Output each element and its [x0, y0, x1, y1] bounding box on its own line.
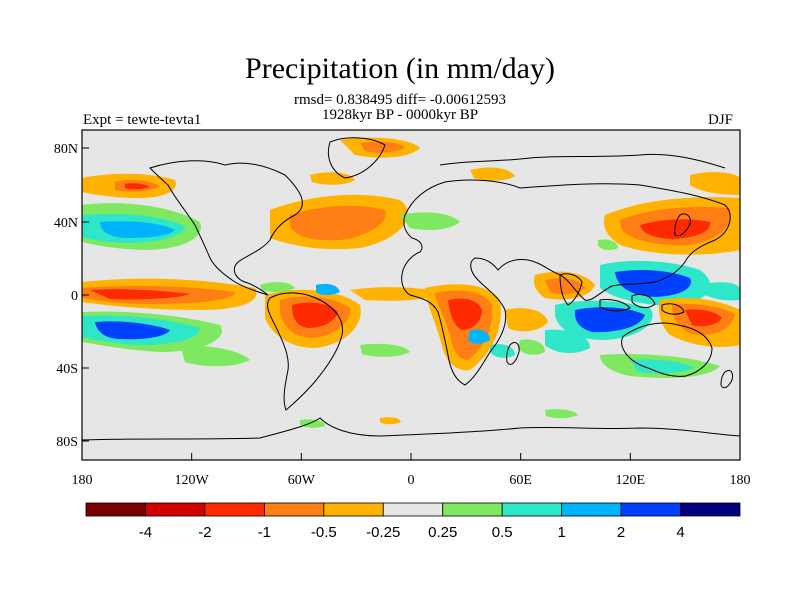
colorbar-swatch — [85, 502, 146, 517]
anomaly-region — [690, 172, 740, 195]
colorbar-label: 0.25 — [428, 524, 457, 541]
lat-tick-label: 80S — [56, 435, 78, 450]
anomaly-region — [260, 282, 295, 293]
coastline-japan — [674, 213, 691, 237]
lat-tick-label: 80N — [54, 142, 78, 157]
lon-tick-label: 0 — [408, 473, 415, 488]
anomaly-region — [125, 183, 150, 190]
coastline-north-america — [149, 160, 303, 296]
anomaly-region — [360, 343, 410, 357]
colorbar-swatch — [442, 502, 503, 517]
anomaly-region — [685, 309, 722, 327]
lat-tick-label: 40N — [54, 216, 78, 231]
colorbar-label: 2 — [617, 524, 625, 541]
lat-tick-label: 0 — [71, 289, 78, 304]
coastline-madagascar — [506, 342, 520, 365]
lat-tick-label: 40S — [56, 362, 78, 377]
coastlines — [82, 137, 740, 441]
map-title: Precipitation (in mm/day) — [245, 52, 555, 85]
anomaly-region — [90, 289, 190, 300]
coastline-south-america — [267, 292, 344, 411]
anomaly-region — [300, 419, 325, 428]
anomaly-region — [468, 329, 490, 344]
colorbar-label: -2 — [198, 524, 211, 541]
coastline-eurasia-africa — [401, 179, 731, 386]
coastline-india — [559, 273, 583, 306]
anomaly-region — [545, 278, 585, 295]
anomaly-region — [448, 298, 482, 330]
colorbar-label: 1 — [557, 524, 565, 541]
coastline-greenland — [327, 137, 386, 179]
season-label: DJF — [708, 112, 734, 128]
anomaly-region — [630, 359, 695, 374]
lon-axis: 180 120W 60W 0 60E 120E 180 — [72, 453, 751, 488]
experiment-label: Expt = tewte-tevta1 — [83, 112, 202, 128]
anomaly-region — [100, 221, 175, 238]
coastline-indonesia — [599, 293, 685, 315]
anomaly-region — [310, 172, 355, 185]
anomaly-region — [518, 339, 545, 355]
anomaly-region — [545, 409, 578, 419]
lat-axis: 80N 40N 0 40S 80S — [54, 142, 89, 450]
anomaly-fields — [82, 137, 740, 428]
map-plot-area — [82, 130, 740, 460]
colorbar-swatch — [620, 502, 681, 517]
lon-tick-label: 120E — [616, 473, 646, 488]
colorbar: -4 -2 -1 -0.5 -0.25 0.25 0.5 1 2 4 — [85, 502, 741, 541]
colorbar-swatch — [145, 502, 206, 517]
stats-block: rmsd= 0.838495 diff= -0.00612593 1928kyr… — [0, 93, 800, 123]
anomaly-region — [180, 345, 250, 367]
anomaly-region — [470, 167, 515, 181]
anomaly-region — [316, 283, 340, 295]
lon-tick-label: 60W — [288, 473, 316, 488]
colorbar-swatch — [561, 502, 622, 517]
anomaly-region — [545, 329, 590, 354]
lon-tick-label: 180 — [730, 473, 751, 488]
anomaly-region — [380, 417, 401, 425]
coastline-new-zealand — [720, 369, 733, 389]
anomaly-region — [292, 302, 338, 328]
anomaly-region — [290, 205, 386, 241]
colorbar-label: -0.5 — [311, 524, 337, 541]
colorbar-swatch — [323, 502, 384, 517]
colorbar-label: -4 — [139, 524, 152, 541]
colorbar-label: -1 — [258, 524, 271, 541]
colorbar-swatch — [204, 502, 265, 517]
anomaly-region — [574, 307, 645, 333]
coastline-australia — [621, 322, 713, 377]
colorbar-swatch — [501, 502, 563, 517]
anomaly-region — [700, 282, 740, 301]
lon-tick-label: 180 — [72, 473, 93, 488]
colorbar-swatch — [680, 502, 741, 517]
anomaly-region — [598, 239, 618, 251]
anomaly-region — [95, 321, 170, 340]
colorbar-label: 4 — [676, 524, 684, 541]
coastline-arctic — [439, 153, 726, 169]
colorbar-swatch — [382, 502, 444, 517]
colorbar-label: -0.25 — [366, 524, 400, 541]
coastline-antarctica — [82, 417, 740, 441]
anomaly-region — [400, 212, 460, 230]
period-text: 1928kyr BP - 0000kyr BP — [321, 107, 479, 123]
rmsd-diff-text: rmsd= 0.838495 diff= -0.00612593 — [293, 92, 507, 108]
anomaly-region — [505, 308, 548, 332]
lon-tick-label: 60E — [509, 473, 532, 488]
lon-tick-label: 120W — [175, 473, 210, 488]
colorbar-swatch — [263, 502, 325, 517]
colorbar-label: 0.5 — [492, 524, 513, 541]
anomaly-region — [615, 270, 691, 297]
anomaly-region — [360, 141, 405, 153]
